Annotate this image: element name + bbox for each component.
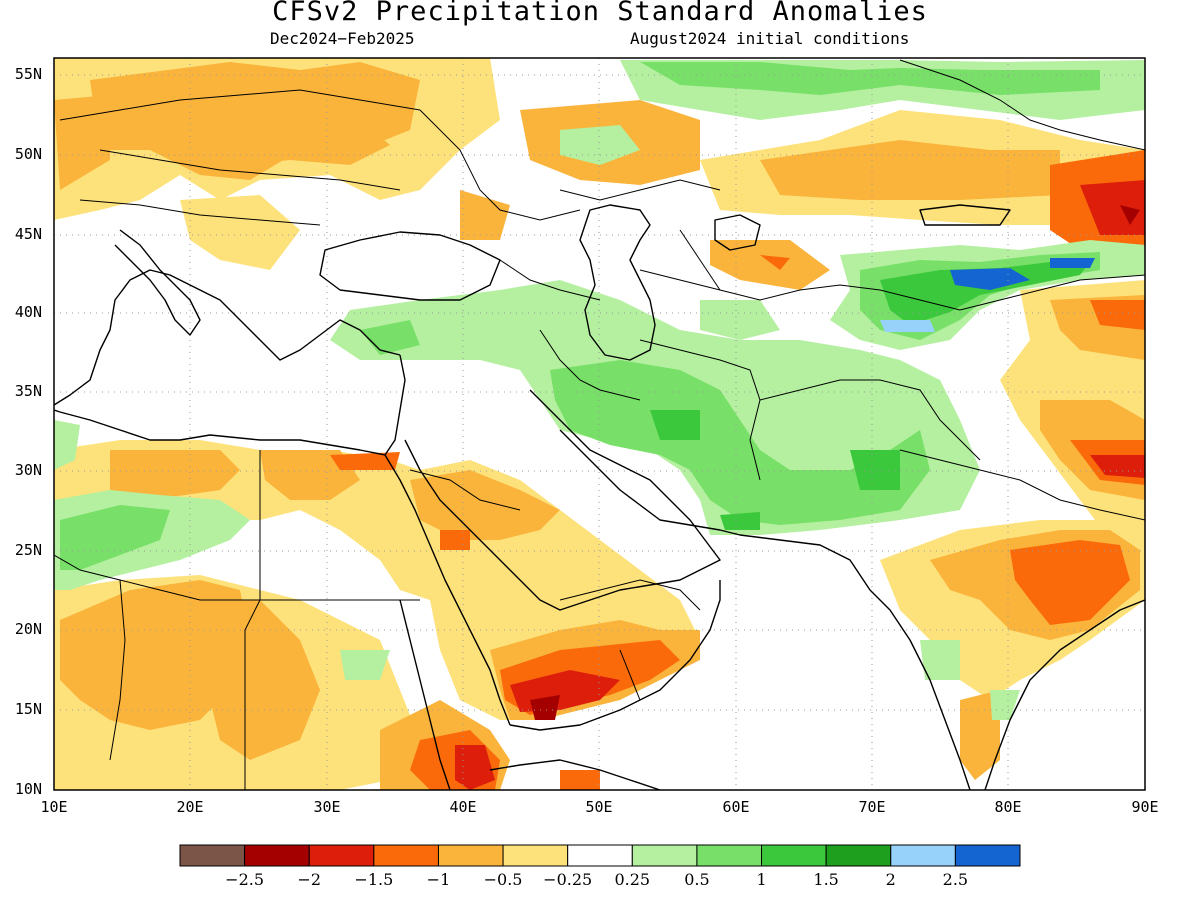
lat-label-10n: 10N [14, 780, 42, 798]
colorbar-swatch [244, 844, 310, 867]
country-borders [54, 59, 1145, 790]
colorbar-tick-label: 1.5 [813, 870, 839, 889]
chart-title: CFSv2 Precipitation Standard Anomalies [272, 0, 928, 27]
colorbar-swatch [308, 844, 375, 867]
lon-label-40e: 40E [449, 798, 477, 816]
colorbar-swatch [567, 844, 633, 867]
lat-label-15n: 15N [14, 700, 42, 718]
lat-label-20n: 20N [14, 620, 42, 638]
colorbar-swatch [761, 844, 827, 867]
colorbar-swatch [179, 844, 246, 867]
lat-label-40n: 40N [14, 303, 42, 321]
lat-label-45n: 45N [14, 225, 42, 243]
lon-label-60e: 60E [722, 798, 750, 816]
colorbar-tick-label: −0.5 [483, 870, 523, 889]
colorbar-swatch [890, 844, 956, 867]
colorbar-tick-label: 0.5 [684, 870, 710, 889]
colorbar-tick-label: −1 [426, 870, 451, 889]
lon-label-30e: 30E [313, 798, 341, 816]
lat-label-35n: 35N [14, 382, 42, 400]
colorbar-swatch [437, 844, 504, 867]
lon-label-90e: 90E [1131, 798, 1159, 816]
lon-label-80e: 80E [994, 798, 1022, 816]
forecast-period: Dec2024−Feb2025 [270, 29, 415, 48]
lon-label-20e: 20E [176, 798, 204, 816]
colorbar-tick-label: 2 [885, 870, 896, 889]
colorbar-swatch [954, 844, 1021, 867]
lon-label-50e: 50E [585, 798, 613, 816]
lat-label-30n: 30N [14, 461, 42, 479]
lat-label-25n: 25N [14, 541, 42, 559]
colorbar-tick-label: −2 [297, 870, 322, 889]
lon-label-10e: 10E [40, 798, 68, 816]
lon-label-70e: 70E [858, 798, 886, 816]
graticule [54, 58, 1145, 790]
colorbar-tick-label: −1.5 [354, 870, 394, 889]
colorbar-swatch [631, 844, 698, 867]
colorbar-tick-label: −2.5 [225, 870, 265, 889]
initial-conditions: August2024 initial conditions [630, 29, 910, 48]
colorbar-swatch [825, 844, 892, 867]
lat-label-50n: 50N [14, 145, 42, 163]
colorbar-tick-label: 0.25 [614, 870, 651, 889]
colorbar-tick-label: 1 [756, 870, 767, 889]
colorbar-tick-label: 2.5 [942, 870, 969, 889]
coastlines [54, 204, 1145, 790]
lat-label-55n: 55N [14, 65, 42, 83]
colorbar-tick-label: −0.25 [543, 870, 593, 889]
colorbar-swatch [373, 844, 439, 867]
map-frame [53, 57, 1146, 791]
colorbar-swatch [696, 844, 763, 867]
colorbar-swatch [502, 844, 569, 867]
